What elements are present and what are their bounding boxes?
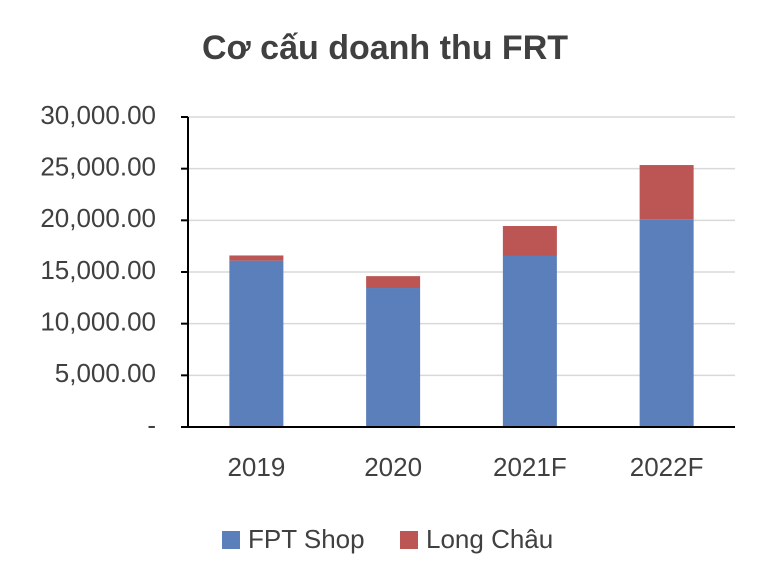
bar-segment [229,255,284,261]
x-tick-label: 2020 [364,452,422,482]
y-tick-label: 20,000.00 [40,203,156,233]
y-tick-label: 5,000.00 [55,358,156,388]
bar-segment [502,255,557,427]
y-tick-label: 15,000.00 [40,255,156,285]
legend-swatch [400,531,418,549]
y-tick-label: - [147,410,156,440]
bar-segment [639,219,694,427]
bar-segment [639,165,694,220]
legend-label: Long Châu [426,524,553,554]
chart-title: Cơ cấu doanh thu FRT [202,29,568,67]
bar-segment [366,288,421,427]
bar-segment [366,276,421,289]
y-tick-label: 10,000.00 [40,307,156,337]
x-tick-label: 2021F [493,452,567,482]
x-tick-label: 2022F [630,452,704,482]
y-tick-label: 25,000.00 [40,152,156,182]
y-tick-label: 30,000.00 [40,100,156,130]
x-tick-label: 2019 [227,452,285,482]
bar-segment [229,260,284,427]
legend-swatch [222,531,240,549]
legend-label: FPT Shop [248,524,365,554]
bar-segment [502,226,557,256]
